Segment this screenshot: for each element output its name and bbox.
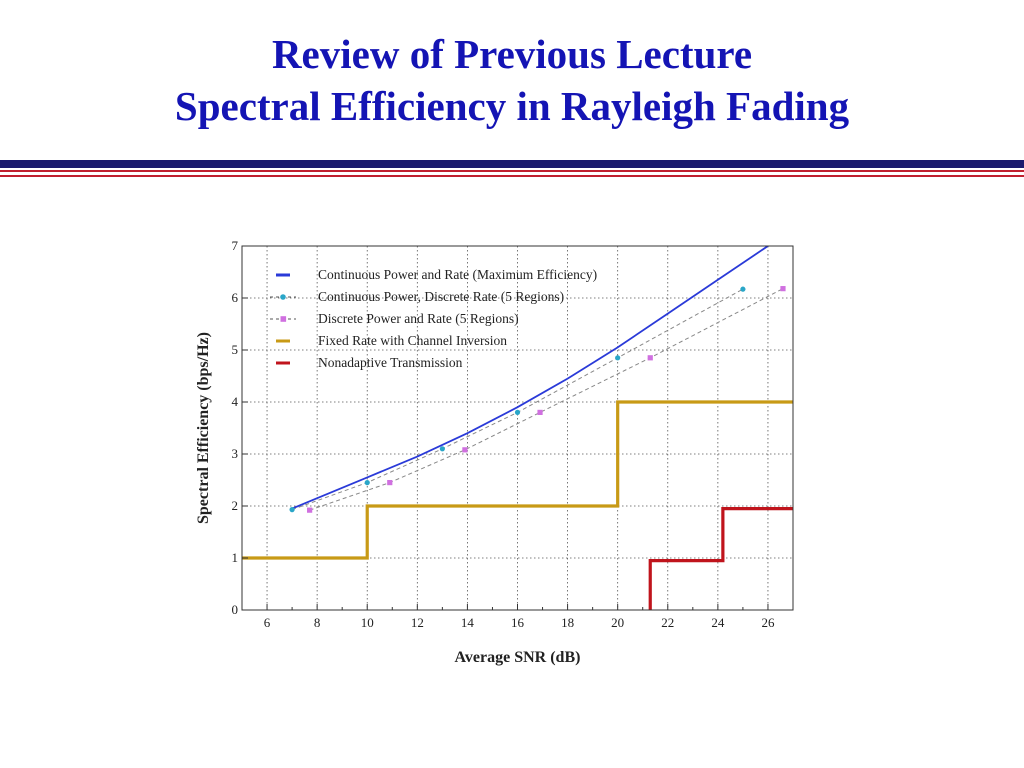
legend-label: Fixed Rate with Channel Inversion	[318, 333, 507, 348]
series-3-point	[537, 409, 543, 415]
series-3-point	[387, 480, 393, 486]
x-tick-label: 22	[661, 615, 674, 630]
title-line-1: Review of Previous Lecture	[271, 31, 753, 77]
series-2-point	[615, 355, 621, 361]
series-3-point	[780, 286, 786, 292]
legend: Continuous Power and Rate (Maximum Effic…	[270, 267, 597, 370]
y-tick-label: 2	[232, 498, 239, 513]
title-line-2: Spectral Efficiency in Rayleigh Fading	[174, 83, 850, 129]
slide-title: Review of Previous Lecture Spectral Effi…	[0, 28, 1024, 132]
legend-entry-2: Continuous Power, Discrete Rate (5 Regio…	[270, 289, 564, 304]
legend-label: Continuous Power, Discrete Rate (5 Regio…	[318, 289, 564, 304]
legend-label: Continuous Power and Rate (Maximum Effic…	[318, 267, 597, 282]
y-tick-label: 0	[232, 602, 239, 617]
series-2-line	[291, 288, 744, 511]
x-tick-label: 24	[711, 615, 725, 630]
y-tick-label: 1	[232, 550, 239, 565]
grid	[242, 246, 793, 610]
series-2-point	[289, 507, 295, 513]
x-tick-label: 10	[361, 615, 374, 630]
legend-entry-4: Fixed Rate with Channel Inversion	[276, 333, 507, 348]
series-4-line	[242, 400, 793, 560]
series-2-point	[740, 286, 746, 292]
x-axis-title: Average SNR (dB)	[455, 649, 581, 666]
legend-label: Nonadaptive Transmission	[318, 355, 463, 370]
legend-entry-3: Discrete Power and Rate (5 Regions)	[270, 311, 519, 326]
series-2-point	[364, 480, 370, 486]
series-3-point	[462, 447, 468, 453]
x-tick-label: 14	[461, 615, 475, 630]
x-tick-label: 6	[264, 615, 271, 630]
legend-entry-1: Continuous Power and Rate (Maximum Effic…	[276, 267, 597, 282]
header-rule-red	[0, 170, 1024, 172]
series-3-point	[307, 507, 313, 513]
legend-swatch-marker	[280, 294, 286, 300]
x-tick-label: 8	[314, 615, 321, 630]
series-1-line	[291, 246, 770, 510]
x-tick-label: 26	[761, 615, 775, 630]
y-tick-label: 7	[232, 238, 239, 253]
series-3-point	[647, 355, 653, 361]
header-rule-navy	[0, 160, 1024, 168]
y-tick-label: 6	[232, 290, 239, 305]
legend-entry-5: Nonadaptive Transmission	[276, 355, 463, 370]
y-tick-label: 5	[232, 342, 239, 357]
y-tick-label: 4	[232, 394, 239, 409]
x-tick-label: 18	[561, 615, 574, 630]
series-5-line	[648, 507, 793, 610]
series-2-point	[514, 409, 521, 415]
x-tick-label: 20	[611, 615, 624, 630]
y-axis-title: Spectral Efficiency (bps/Hz)	[195, 332, 212, 524]
x-tick-label: 16	[511, 615, 525, 630]
series-layer	[242, 246, 793, 610]
x-tick-label: 12	[411, 615, 424, 630]
legend-swatch-marker	[280, 316, 287, 322]
legend-label: Discrete Power and Rate (5 Regions)	[318, 311, 519, 326]
series-3-line	[309, 288, 784, 511]
y-tick-label: 3	[232, 446, 239, 461]
header-rule-red-2	[0, 175, 1024, 177]
series-2-point	[439, 446, 445, 452]
